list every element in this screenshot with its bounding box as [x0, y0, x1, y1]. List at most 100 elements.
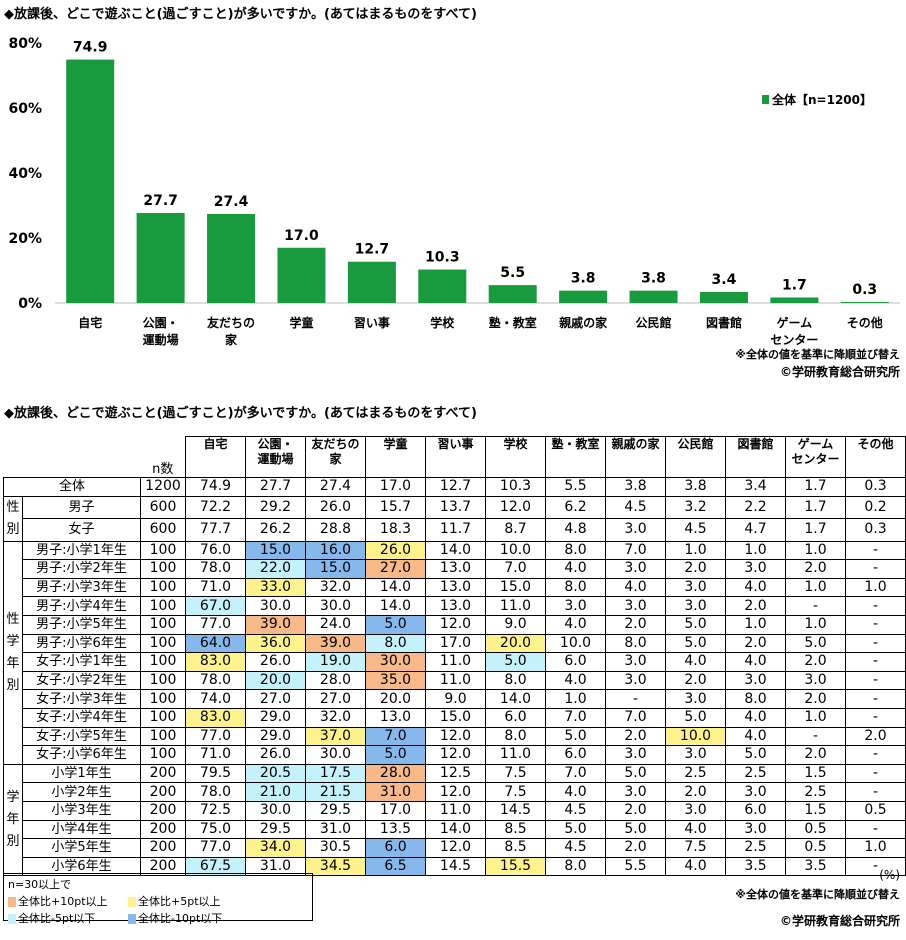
value-cell: 27.4: [305, 477, 366, 497]
value-cell: 4.0: [665, 652, 726, 672]
table-title: ◆放課後、どこで遊ぶこと(過ごすこと)が多いですか。(あてはまるものをすべて): [4, 406, 477, 421]
bar: [840, 302, 889, 303]
value-cell: 3.0: [605, 518, 666, 542]
value-cell: 15.0: [305, 559, 366, 579]
x-tick-label: 学童: [289, 315, 313, 330]
value-cell: 0.5: [785, 819, 846, 840]
n-cell: 200: [140, 856, 186, 877]
row-label: 女子:小学2年生: [22, 670, 141, 691]
column-header: 図書館: [725, 436, 786, 478]
value-cell: 5.0: [665, 707, 726, 728]
n-cell: 100: [140, 596, 186, 616]
value-cell: 14.5: [485, 800, 546, 821]
results-table: n数 自宅 公園・ 運動場 友だちの家学童 習い事 学校 塾・教室 親戚の家 公民館 図書館 ゲームセ…: [3, 436, 906, 877]
value-cell: 30.0: [245, 800, 306, 821]
value-cell: -: [845, 819, 906, 840]
value-cell: 27.0: [365, 559, 426, 579]
value-cell: 11.0: [425, 652, 486, 672]
legend-item: 全体比-5pt以下: [8, 910, 118, 926]
data-label: 3.8: [641, 271, 666, 287]
data-label: 5.5: [500, 265, 525, 281]
value-cell: 8.0: [365, 633, 426, 654]
value-cell: 32.0: [305, 707, 366, 728]
table-row: 女子:小学6年生 100 71.0 26.0 30.0 5.0 12.0 11.0 6.0 3.0…: [4, 745, 906, 765]
table-row: 性学年別 男子:小学1年生 100 76.0 15.0 16.0 26.0 14.0 10.0 8…: [3, 540, 906, 765]
value-cell: -: [845, 707, 906, 728]
value-cell: -: [845, 763, 906, 784]
bar: [418, 269, 467, 303]
value-cell: -: [605, 689, 666, 709]
column-header-line: 学童: [383, 437, 408, 452]
value-cell: 3.0: [605, 670, 666, 691]
value-cell: 8.0: [485, 726, 546, 747]
x-tick-label: センター: [770, 333, 818, 347]
value-cell: 77.7: [185, 518, 246, 542]
value-cell: 26.0: [365, 540, 426, 561]
data-label: 3.4: [712, 272, 737, 288]
value-cell: -: [845, 670, 906, 691]
value-cell: 4.7: [725, 518, 786, 542]
n-cell: 100: [140, 577, 186, 598]
value-cell: 4.0: [725, 726, 786, 747]
bar: [277, 247, 326, 303]
value-cell: 78.0: [185, 670, 246, 691]
chart-copyright: ©学研教育総合研究所: [779, 365, 900, 379]
value-cell: 8.0: [545, 577, 606, 598]
value-cell: 5.0: [665, 614, 726, 635]
value-cell: 24.0: [305, 614, 366, 635]
value-cell: -: [845, 689, 906, 709]
value-cell: 2.0: [605, 726, 666, 747]
value-cell: 75.0: [185, 819, 246, 840]
value-cell: 0.5: [845, 800, 906, 821]
row-label: 女子:小学5年生: [22, 726, 141, 747]
value-cell: 2.0: [785, 745, 846, 765]
row-label: 小学2年生: [22, 782, 141, 802]
data-label: 27.4: [214, 194, 249, 210]
value-cell: 29.5: [305, 800, 366, 821]
value-cell: 67.5: [185, 856, 246, 877]
value-cell: 0.3: [845, 518, 906, 542]
column-header-line: 自宅: [203, 437, 228, 452]
column-header-line: 図書館: [737, 437, 774, 452]
value-cell: 14.5: [425, 856, 486, 877]
column-header: 友だちの家: [305, 436, 366, 478]
value-cell: 2.0: [725, 633, 786, 654]
value-cell: 8.0: [485, 670, 546, 691]
column-header: 公園・ 運動場: [245, 436, 306, 478]
table-row: 女子:小学1年生 100 83.0 26.0 19.0 30.0 11.0 5.0 6.0 3.0…: [4, 652, 906, 672]
value-cell: 4.5: [605, 495, 666, 520]
column-header: 自宅: [185, 436, 246, 478]
value-cell: 34.0: [245, 838, 306, 858]
legend-item: 全体比+5pt以上: [128, 893, 221, 909]
data-label: 3.8: [571, 271, 596, 287]
value-cell: 1.0: [845, 577, 906, 598]
value-cell: 1.0: [785, 577, 846, 598]
value-cell: 17.5: [305, 763, 366, 784]
value-cell: 37.0: [305, 726, 366, 747]
value-cell: 14.0: [485, 689, 546, 709]
table-row: 小学5年生 200 77.0 34.0 30.5 6.0 12.0 8.5 4.5 2.0 7.5 2…: [4, 838, 906, 858]
n-cell: 200: [140, 782, 186, 802]
value-cell: 77.0: [185, 838, 246, 858]
value-cell: 27.0: [245, 689, 306, 709]
value-cell: 13.0: [425, 559, 486, 579]
value-cell: 1.0: [785, 540, 846, 561]
value-cell: 26.0: [245, 652, 306, 672]
value-cell: 2.0: [605, 800, 666, 821]
value-cell: 3.5: [785, 856, 846, 877]
data-label: 12.7: [355, 242, 390, 258]
x-tick-label: その他: [847, 315, 883, 330]
value-cell: 21.5: [305, 782, 366, 802]
value-cell: 35.0: [365, 670, 426, 691]
value-cell: 3.0: [665, 745, 726, 765]
value-cell: 1.0: [725, 540, 786, 561]
value-cell: -: [845, 633, 906, 654]
value-cell: 7.5: [485, 782, 546, 802]
x-tick-label: 学校: [430, 315, 455, 330]
value-cell: 12.5: [425, 763, 486, 784]
value-cell: 5.0: [485, 652, 546, 672]
row-label: 小学1年生: [22, 763, 141, 784]
table-row: 女子 600 77.7 26.2 28.8 18.3 11.7 8.7 4.8 3.0 4.5 4.7…: [4, 518, 906, 542]
value-cell: 13.0: [425, 577, 486, 598]
n-cell: 1200: [140, 477, 186, 497]
